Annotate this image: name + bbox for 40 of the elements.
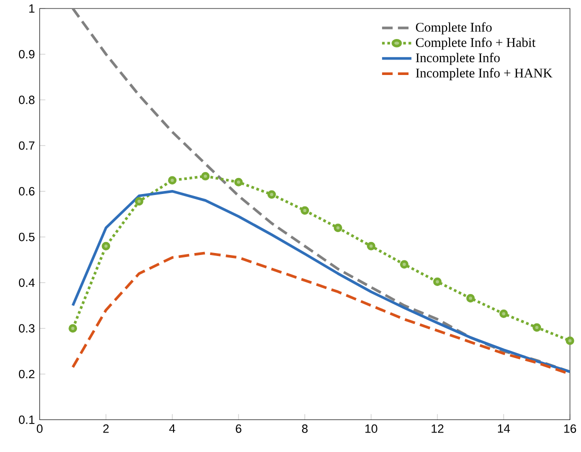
y-tick-label: 0.9 xyxy=(18,50,34,59)
point xyxy=(433,278,442,286)
x-tick-label: 8 xyxy=(302,424,308,434)
point xyxy=(134,197,144,206)
y-tick-label: 0.2 xyxy=(18,370,34,379)
point xyxy=(234,178,243,187)
x-tick-label: 4 xyxy=(169,424,176,433)
legend-label: Complete Info xyxy=(416,22,492,35)
y-tick-label: 0.4 xyxy=(18,278,35,288)
legend-label: Complete Info + Habit xyxy=(416,38,536,50)
point xyxy=(566,336,574,346)
y-tick-label: 0.3 xyxy=(18,324,34,333)
point xyxy=(102,242,110,251)
point xyxy=(366,242,376,251)
legend-label: Incomplete Info + HANK xyxy=(416,68,552,80)
y-tick-label: 0.6 xyxy=(18,187,34,196)
point xyxy=(532,323,542,332)
x-tick-label: 0 xyxy=(36,424,43,434)
legend-label: Incomplete Info xyxy=(416,53,500,66)
x-tick-label: 10 xyxy=(365,424,378,434)
x-tick-label: 14 xyxy=(498,424,510,433)
point xyxy=(400,260,408,269)
point xyxy=(68,324,78,333)
point xyxy=(300,206,310,215)
point xyxy=(168,176,176,185)
point xyxy=(334,224,342,232)
y-tick-label: 0.1 xyxy=(18,416,34,424)
x-tick-label: 16 xyxy=(564,424,576,434)
x-tick-label: 6 xyxy=(236,424,242,434)
y-tick-label: 0.8 xyxy=(18,96,34,104)
point xyxy=(499,310,508,318)
point xyxy=(201,172,210,181)
y-tick-label: 1 xyxy=(29,4,34,13)
line-series xyxy=(71,190,570,374)
y-tick-label: 0.5 xyxy=(18,233,35,242)
y-tick-label: 0.7 xyxy=(18,142,34,150)
x-tick-label: 2 xyxy=(103,424,109,433)
point xyxy=(267,190,276,199)
point xyxy=(466,294,475,303)
x-tick-label: 12 xyxy=(432,424,444,433)
